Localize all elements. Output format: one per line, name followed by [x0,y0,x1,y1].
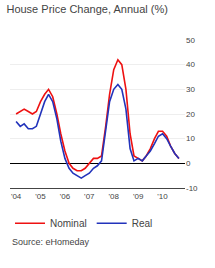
svg-text:'05: '05 [35,192,46,201]
svg-text:'07: '07 [84,192,95,201]
svg-text:Nominal: Nominal [50,218,87,229]
svg-text:'10: '10 [157,192,168,201]
svg-text:40: 40 [186,60,195,69]
svg-text:20: 20 [186,110,195,119]
svg-text:0: 0 [186,159,191,168]
svg-text:Source: eHomeday: Source: eHomeday [12,237,90,247]
svg-text:30: 30 [186,85,195,94]
svg-text:'09: '09 [133,192,144,201]
svg-text:Real: Real [132,218,153,229]
svg-text:'04: '04 [11,192,22,201]
svg-text:House Price Change, Annual (%): House Price Change, Annual (%) [6,3,167,15]
svg-text:-10: -10 [186,184,198,193]
svg-text:10: 10 [186,134,195,143]
svg-text:50: 50 [186,36,195,45]
svg-text:'06: '06 [60,192,71,201]
svg-text:'08: '08 [109,192,120,201]
